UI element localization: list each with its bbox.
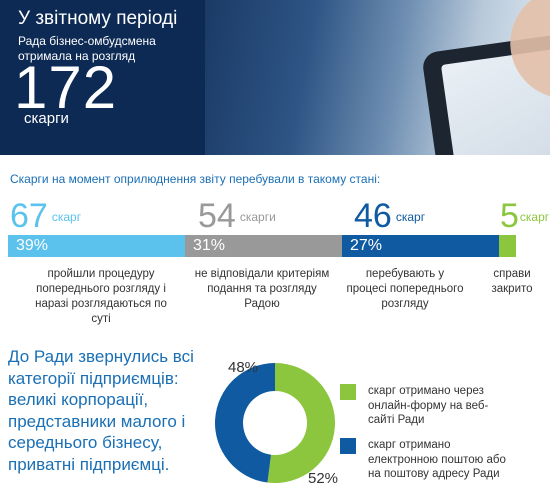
entrepreneurs-note: До Ради звернулись всі категорії підприє…	[8, 347, 194, 474]
legend-text: скарг отримано через онлайн-форму на веб…	[368, 385, 489, 426]
banner-photo	[205, 0, 550, 155]
stat-4: 5скарг	[500, 198, 549, 234]
stat-count: 54	[198, 197, 236, 235]
stat-unit: скарги	[239, 210, 276, 224]
legend-swatch-blue	[340, 438, 356, 454]
stat-2: 54 скарги	[198, 198, 276, 234]
legend-text: скарг отримано електронною поштою або на…	[368, 439, 506, 480]
donut-slice-mail	[215, 363, 275, 483]
donut-label-green: 52%	[308, 470, 339, 487]
stat-bar: 31%	[185, 235, 342, 257]
stat-description: не відповідали критеріям подання та розг…	[194, 268, 330, 310]
stat-3: 46 скарг	[354, 198, 425, 234]
stat-bar: 27%	[342, 235, 499, 257]
stat-count: 46	[354, 197, 392, 235]
complaints-total-unit: скарги	[24, 110, 69, 127]
legend-swatch-green	[340, 384, 356, 400]
banner-title: У звітному періоді	[18, 8, 178, 29]
header-banner: У звітному періоді Рада бізнес-омбудсмен…	[0, 0, 550, 155]
stat-count: 5	[500, 197, 519, 235]
stat-description: перебувають у процесі попереднього розгл…	[346, 268, 464, 310]
donut-label-blue: 48%	[228, 359, 259, 376]
banner-subtitle: Рада бізнес-омбудсмена отримала на розгл…	[18, 34, 156, 63]
stat-1: 67 скарг	[10, 198, 81, 234]
stat-bar: 39%	[8, 235, 185, 257]
stat-bar	[499, 235, 516, 257]
stat-count: 67	[10, 197, 48, 235]
stat-unit: скарг	[51, 210, 82, 224]
donut-chart	[210, 358, 340, 488]
status-intro: Скарги на момент оприлюднення звіту пере…	[10, 172, 381, 186]
complaints-total: 172	[14, 54, 118, 121]
stat-description: пройшли процедуру попереднього розгляду …	[35, 268, 167, 325]
stat-description: справи закрито	[491, 268, 533, 295]
stat-unit: скарг	[519, 210, 550, 224]
stat-unit: скарг	[395, 210, 426, 224]
donut-slice-online	[267, 363, 335, 483]
